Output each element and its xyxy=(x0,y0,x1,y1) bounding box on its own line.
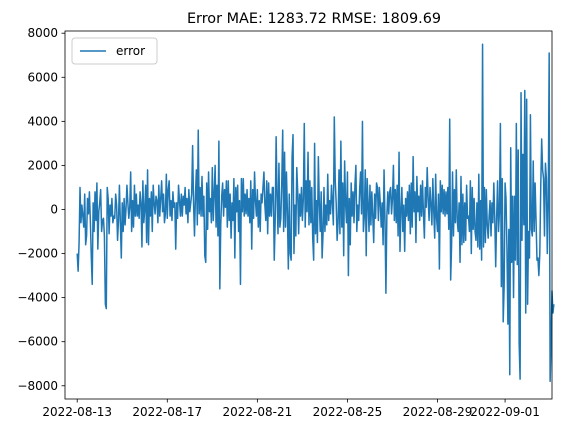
y-tick-label: −8000 xyxy=(17,379,58,393)
y-tick-label: 8000 xyxy=(27,26,58,40)
chart-title: Error MAE: 1283.72 RMSE: 1809.69 xyxy=(187,11,441,27)
x-axis: 2022-08-13 2022-08-17 2022-08-21 2022-08-25… xyxy=(42,399,540,419)
plot-area xyxy=(76,43,555,383)
y-tick-label: 6000 xyxy=(27,70,58,84)
x-tick-label: 2022-08-13 xyxy=(42,405,112,419)
y-tick-label: 2000 xyxy=(27,158,58,172)
y-axis: −8000 −6000 −4000 −2000 0 2000 4000 6000 8000 xyxy=(17,26,65,393)
legend: error xyxy=(71,37,158,65)
x-tick-label: 2022-08-29 xyxy=(403,405,473,419)
y-tick-label: 4000 xyxy=(27,114,58,128)
x-tick-label: 2022-08-17 xyxy=(132,405,202,419)
x-tick-label: 2022-08-25 xyxy=(313,405,383,419)
legend-label-error: error xyxy=(116,44,145,58)
y-tick-label: −2000 xyxy=(17,247,58,261)
axes-frame xyxy=(64,30,553,400)
y-tick-label: −6000 xyxy=(17,335,58,349)
y-tick-label: −4000 xyxy=(17,291,58,305)
x-tick-label: 2022-09-01 xyxy=(470,405,540,419)
series-line-error xyxy=(76,43,555,383)
y-tick-label: 0 xyxy=(50,202,58,216)
legend-box xyxy=(71,37,158,65)
x-tick-label: 2022-08-21 xyxy=(222,405,292,419)
